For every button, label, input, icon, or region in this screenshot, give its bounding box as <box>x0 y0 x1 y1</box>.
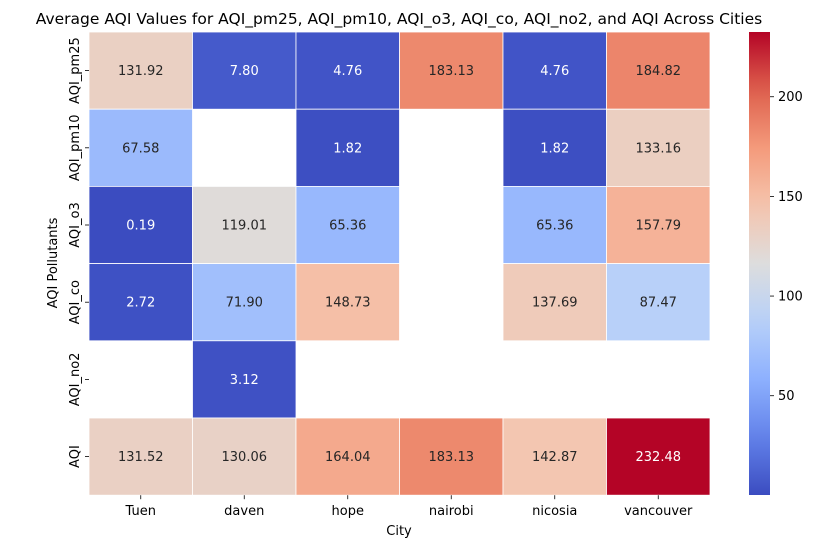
cell-value-label: 157.79 <box>636 219 682 234</box>
y-tick-label: AQI_o3 <box>68 202 83 247</box>
cell-value-label: 67.58 <box>122 141 159 156</box>
cell-value-label: 65.36 <box>536 219 573 234</box>
cell-value-label: 4.76 <box>333 64 362 79</box>
x-tick-label: nairobi <box>429 504 474 519</box>
y-tick-label: AQI <box>68 445 83 468</box>
x-tick-label: daven <box>224 504 264 519</box>
cell-value-label: 183.13 <box>429 450 475 465</box>
heatmap-cell <box>399 417 504 496</box>
cell-value-label: 71.90 <box>226 296 263 311</box>
x-tick-label: vancouver <box>624 504 693 519</box>
heatmap-cell <box>192 417 297 496</box>
heatmap-cell <box>502 263 607 342</box>
cell-value-label: 131.52 <box>118 450 164 465</box>
y-tick-label: AQI_no2 <box>68 353 83 407</box>
heatmap-cell <box>192 263 297 342</box>
heatmap-cell <box>192 185 297 264</box>
cell-value-label: 2.72 <box>126 296 155 311</box>
heatmap-cell <box>295 263 400 342</box>
heatmap-cell <box>192 31 297 110</box>
x-axis: Tuen daven hope nairobi nicosia vancouver <box>125 495 693 519</box>
heatmap-cell <box>502 185 607 264</box>
x-tick-label: nicosia <box>532 504 577 519</box>
colorbar-tick-label: 200 <box>778 90 803 105</box>
cell-value-label: 1.82 <box>540 141 569 156</box>
heatmap-cell <box>295 108 400 187</box>
heatmap-cell <box>295 31 400 110</box>
heatmap-cell <box>88 417 193 496</box>
cell-value-label: 164.04 <box>325 450 371 465</box>
cell-value-label: 131.92 <box>118 64 164 79</box>
heatmap-cell <box>88 31 193 110</box>
heatmap-cell <box>606 263 711 342</box>
y-axis-label: AQI Pollutants <box>46 217 61 308</box>
y-tick-label: AQI_pm10 <box>68 114 83 181</box>
cell-value-label: 184.82 <box>636 64 682 79</box>
cell-value-label: 4.76 <box>540 64 569 79</box>
x-tick-label: hope <box>332 504 364 519</box>
colorbar-tick-label: 100 <box>778 290 803 305</box>
colorbar: 50 100 150 200 <box>749 32 803 495</box>
cell-value-label: 133.16 <box>636 141 682 156</box>
cell-value-label: 1.82 <box>333 141 362 156</box>
cell-value-label: 183.13 <box>429 64 475 79</box>
cell-value-label: 3.12 <box>230 373 259 388</box>
cell-value-label: 65.36 <box>329 219 366 234</box>
cell-value-label: 87.47 <box>640 296 677 311</box>
heatmap-cell <box>192 340 297 419</box>
heatmap-cell <box>399 31 504 110</box>
colorbar-gradient <box>749 32 770 495</box>
heatmap-cell <box>295 185 400 264</box>
cell-value-label: 0.19 <box>126 219 155 234</box>
chart-title: Average AQI Values for AQI_pm25, AQI_pm1… <box>36 10 762 29</box>
cell-value-label: 232.48 <box>636 450 682 465</box>
cell-value-label: 137.69 <box>532 296 578 311</box>
colorbar-tick-label: 50 <box>778 389 795 404</box>
heatmap-cell <box>606 185 711 264</box>
cell-value-label: 130.06 <box>222 450 268 465</box>
colorbar-tick-label: 150 <box>778 190 803 205</box>
heatmap-cell <box>606 108 711 187</box>
heatmap-cell-labels: 131.92 7.80 4.76 183.13 4.76 184.82 67.58 1.82 1… <box>118 64 681 465</box>
x-axis-label: City <box>386 524 412 539</box>
heatmap-cell <box>606 31 711 110</box>
y-tick-label: AQI_pm25 <box>68 37 83 104</box>
cell-value-label: 7.80 <box>230 64 259 79</box>
y-tick-label: AQI_co <box>68 280 83 324</box>
heatmap-cells <box>88 31 711 496</box>
x-tick-label: Tuen <box>125 504 156 519</box>
y-axis: AQI_pm25 AQI_pm10 AQI_o3 AQI_co AQI_no2 AQI <box>68 37 89 468</box>
cell-value-label: 142.87 <box>532 450 578 465</box>
cell-value-label: 119.01 <box>222 219 268 234</box>
heatmap-cell <box>606 417 711 496</box>
cell-value-label: 148.73 <box>325 296 371 311</box>
heatmap-cell <box>502 31 607 110</box>
